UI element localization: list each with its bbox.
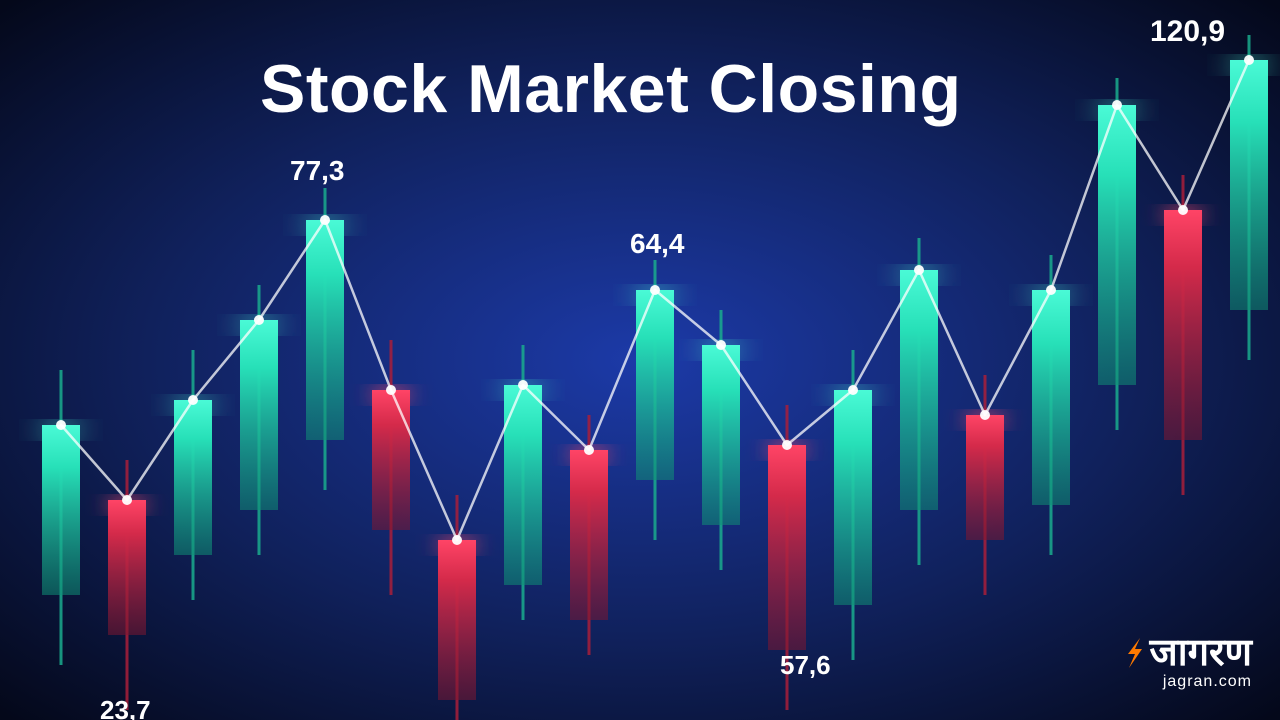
stock-chart-graphic: Stock Market Closing 77,3 64,4 120,9 57,6 23…	[0, 0, 1280, 720]
chart-title: Stock Market Closing	[260, 50, 962, 128]
trend-marker	[254, 315, 264, 325]
trend-marker	[980, 410, 990, 420]
candles-layer	[42, 35, 1268, 720]
trend-marker	[1046, 285, 1056, 295]
candle	[1032, 255, 1070, 555]
value-label: 64,4	[630, 228, 685, 260]
trend-marker	[1244, 55, 1254, 65]
trend-marker	[320, 215, 330, 225]
candle	[372, 340, 410, 595]
candle	[1164, 175, 1202, 495]
trend-marker	[386, 385, 396, 395]
candle	[1230, 35, 1268, 360]
trend-marker	[518, 380, 528, 390]
value-label: 77,3	[290, 155, 345, 187]
brand-main-text: जागरण	[1150, 634, 1252, 672]
candle	[240, 285, 278, 555]
candle	[1098, 78, 1136, 430]
trend-marker	[56, 420, 66, 430]
value-label: 120,9	[1150, 15, 1225, 49]
brand-accent-icon	[1124, 636, 1144, 670]
trend-marker	[584, 445, 594, 455]
trend-marker	[716, 340, 726, 350]
trend-marker	[848, 385, 858, 395]
candle	[306, 188, 344, 490]
candle	[174, 350, 212, 600]
candle	[900, 238, 938, 565]
value-label: 23,7	[100, 695, 151, 720]
trend-marker	[1112, 100, 1122, 110]
trend-marker	[914, 265, 924, 275]
value-label: 57,6	[780, 650, 831, 681]
trend-marker	[782, 440, 792, 450]
candle	[966, 375, 1004, 595]
trend-marker	[452, 535, 462, 545]
trend-marker	[650, 285, 660, 295]
brand-logo: जागरण jagran.com	[1124, 634, 1252, 690]
trend-marker	[188, 395, 198, 405]
trend-marker	[1178, 205, 1188, 215]
candle	[834, 350, 872, 660]
trend-marker	[122, 495, 132, 505]
candle	[42, 370, 80, 665]
brand-sub-text: jagran.com	[1124, 674, 1252, 690]
candle	[438, 495, 476, 720]
